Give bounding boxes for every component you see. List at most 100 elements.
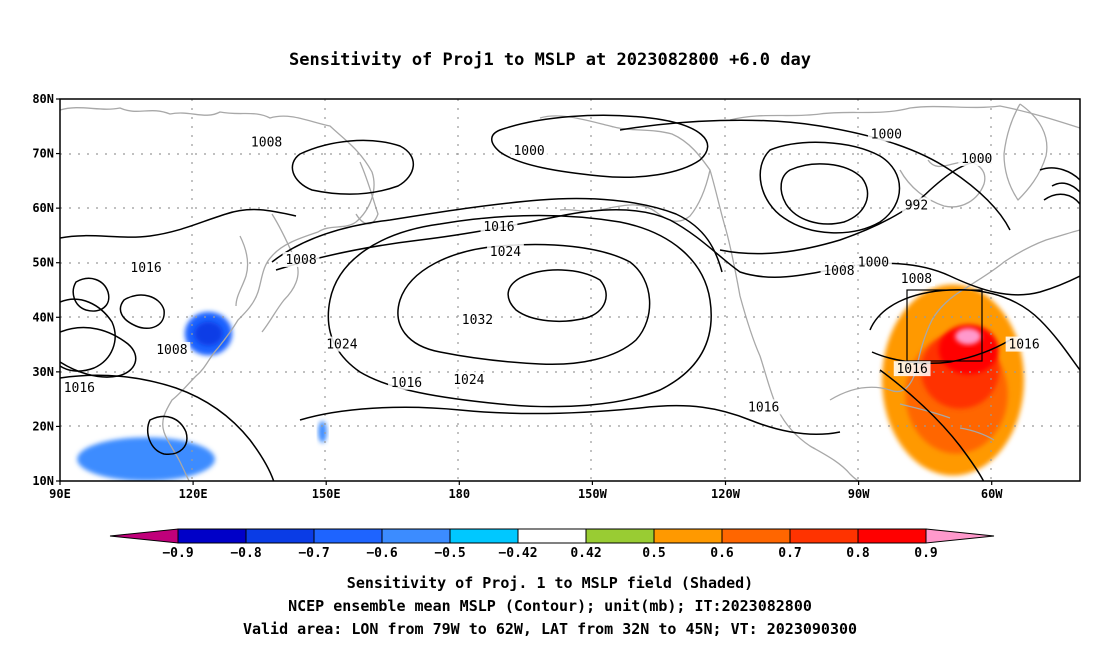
contour-label-bg [388, 374, 425, 390]
coastline-gulf-east-coast [829, 229, 1080, 401]
caption-line-2: NCEP ensemble mean MSLP (Contour); unit(… [288, 597, 812, 615]
x-tick-label: 150E [312, 487, 341, 501]
contour-label: 1024 [326, 338, 357, 353]
contour-label-bg [282, 251, 320, 267]
contour-label-bg [893, 361, 931, 377]
contour-label: 1016 [748, 400, 779, 415]
axis-ticks: 90E 120E 150E 180 150W 120W 90W 60W 80N 70N 60N 50N… [32, 92, 1003, 501]
contour-label-bg [1005, 336, 1043, 352]
contour-label-bg [459, 312, 496, 328]
contour-1000-canada [619, 119, 1011, 255]
y-tick-label: 30N [32, 365, 54, 379]
contour-label: 1016 [483, 220, 514, 235]
colorbar-label: 0.9 [914, 546, 937, 561]
chart-title: Sensitivity of Proj1 to MSLP at 20230828… [289, 50, 811, 70]
colorbar-label: −0.8 [230, 546, 261, 561]
contour-label-bg [248, 134, 285, 150]
colorbar-segment [517, 528, 587, 544]
gridlines [60, 99, 1080, 481]
contour-west-loops [72, 277, 165, 330]
contour-1008-band [60, 208, 1080, 296]
contour-label-bg [480, 219, 518, 235]
colorbar-segment [381, 528, 451, 544]
positive-sensitivity-region [955, 328, 982, 345]
contour-label: 1008 [901, 272, 932, 287]
valid-area-box [906, 289, 983, 362]
y-tick-label: 80N [32, 92, 54, 106]
contour-1008-north [291, 139, 414, 195]
contour-atlantic-low [1039, 167, 1080, 205]
colorbar-label: −0.6 [366, 546, 397, 561]
colorbar-label: −0.5 [434, 546, 465, 561]
y-tick-label: 10N [32, 474, 54, 488]
sensitivity-shading [77, 284, 1025, 481]
colorbar-segment [313, 528, 383, 544]
caption-line-3: Valid area: LON from 79W to 62W, LAT fro… [242, 620, 858, 638]
contour-label-bg [323, 336, 361, 352]
coastline-korea-japan [235, 213, 299, 333]
contour-label-bg [855, 254, 892, 270]
coastlines [60, 103, 1080, 481]
contour-label-bg [745, 399, 783, 415]
contour-label: 992 [905, 198, 928, 213]
colorbar-label: 0.5 [642, 546, 665, 561]
colorbar-segment [789, 528, 859, 544]
contour-label: 1016 [1008, 338, 1039, 353]
contour-label: 1000 [858, 256, 889, 271]
contour-label-bg [487, 243, 524, 259]
x-tick-label: 120E [179, 487, 208, 501]
y-tick-label: 70N [32, 147, 54, 161]
colorbar-segment [857, 528, 927, 544]
y-tick-label: 50N [32, 256, 54, 270]
contour-1016-west [60, 298, 275, 481]
contour-label-bg [958, 151, 996, 167]
contour-labels: 1008 1000 1000 1000 992 1016 1016 1008 1024 1008 1… [60, 126, 1043, 415]
x-tick-label: 90E [49, 487, 71, 501]
y-tick-label: 20N [32, 419, 54, 433]
colorbar-arrow-left [109, 528, 179, 544]
contour-label-bg [820, 262, 858, 278]
x-tick-label: 90W [848, 487, 870, 501]
contour-992 [780, 163, 869, 225]
colorbar-label: −0.9 [162, 546, 193, 561]
contour-label: 1008 [823, 264, 854, 279]
contour-label-bg [510, 142, 548, 158]
contour-label: 1008 [156, 343, 187, 358]
coastline-greenland [1003, 103, 1048, 201]
x-tick-label: 180 [448, 487, 470, 501]
contour-label: 1000 [871, 127, 902, 142]
contour-label: 1008 [251, 136, 282, 151]
colorbar-label: −0.42 [498, 546, 537, 561]
colorbar-segment [177, 528, 247, 544]
colorbar-arrow-right [925, 528, 995, 544]
contour-label: 1000 [513, 144, 544, 159]
contour-label-bg [127, 260, 165, 276]
contour-label: 1032 [462, 313, 493, 328]
colorbar-segment [585, 528, 655, 544]
coastline-alaska [539, 115, 711, 222]
contour-1016-upper [271, 197, 723, 273]
plot-frame [59, 98, 1081, 482]
colorbar-segment [449, 528, 519, 544]
coastline-north-america [709, 105, 1080, 481]
y-tick-label: 40N [32, 310, 54, 324]
caption-line-1: Sensitivity of Proj. 1 to MSLP field (Sh… [346, 574, 754, 592]
colorbar-segment [245, 528, 315, 544]
contour-label: 1016 [130, 261, 161, 276]
contour-1032 [507, 269, 607, 323]
contour-label: 1016 [896, 362, 927, 377]
contour-label: 1024 [490, 245, 521, 260]
contour-1000-north [491, 114, 709, 178]
x-tick-label: 120W [711, 487, 741, 501]
contour-1016-atlantic [869, 289, 1080, 481]
x-tick-label: 150W [578, 487, 608, 501]
contour-label-bg [450, 372, 488, 388]
negative-sensitivity-region [77, 437, 215, 481]
colorbar-label: 0.6 [710, 546, 734, 561]
negative-sensitivity-region [318, 420, 327, 443]
contour-label: 1024 [453, 373, 484, 388]
contour-label: 1008 [285, 253, 316, 268]
contour-label-bg [867, 126, 905, 142]
positive-sensitivity-region [882, 284, 1025, 476]
